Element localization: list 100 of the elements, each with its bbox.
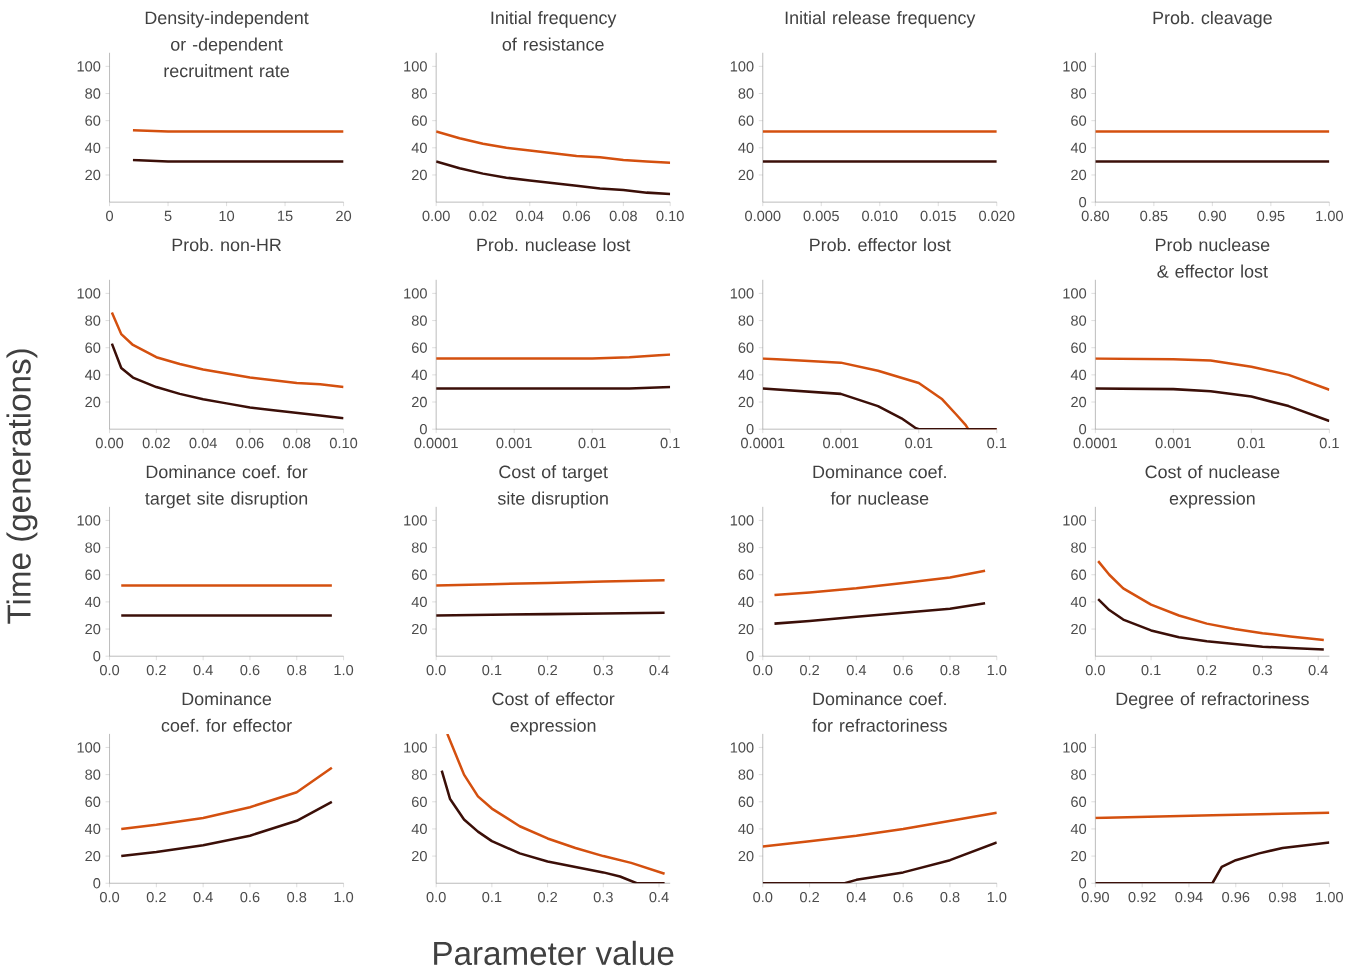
y-tick-label: 40 [84, 596, 101, 608]
y-tick-label: 60 [85, 569, 101, 580]
x-tick-label: 0.2 [538, 892, 558, 903]
y-tick-label: 100 [730, 61, 754, 72]
y-tick-label: 60 [85, 342, 101, 353]
y-tick-label: 80 [85, 542, 101, 553]
x-tick-label: 0.08 [609, 210, 637, 222]
x-tick-label: 0.01 [578, 437, 606, 449]
line-series [119, 800, 334, 858]
y-tick-label: 80 [738, 542, 754, 553]
x-tick-label: 0.98 [1268, 892, 1297, 903]
y-tick-label: 80 [738, 315, 754, 326]
x-tick-label: 0.1 [1141, 664, 1161, 676]
x-tick-label: 0.0 [753, 892, 773, 903]
line-series [436, 130, 671, 165]
x-tick-label: 0.0 [753, 664, 773, 676]
x-tick-label: 0 [106, 210, 114, 222]
x-tick-label: 0.4 [193, 892, 213, 903]
chart-title: Dominance coef. for effector [161, 692, 292, 732]
y-tick-label: 60 [411, 796, 427, 808]
x-tick-label: 0.8 [940, 892, 960, 903]
chart-title: Prob. effector lost [810, 238, 951, 252]
x-tick-label: 0.020 [979, 210, 1015, 222]
chart-title: Degree of refractoriness [1116, 692, 1309, 709]
x-tick-label: 0.2 [146, 892, 166, 903]
y-tick-label: 100 [77, 61, 101, 72]
y-tick-label: 20 [411, 851, 427, 862]
line-series [1096, 559, 1326, 642]
y-tick-label: 20 [1071, 623, 1087, 635]
x-tick-label: 0.08 [283, 437, 311, 449]
x-tick-label: 0.06 [562, 210, 591, 222]
line-series [773, 569, 987, 597]
x-tick-label: 0.3 [593, 664, 613, 676]
y-tick-label: 100 [1063, 515, 1087, 526]
y-tick-label: 40 [411, 369, 427, 381]
y-tick-label: 0 [746, 651, 754, 662]
line-series [110, 311, 344, 389]
x-tick-label: 0.06 [236, 437, 264, 449]
y-tick-label: 80 [1071, 769, 1087, 780]
y-tick-label: 60 [738, 342, 754, 353]
y-tick-label: 40 [738, 369, 754, 381]
x-tick-label: 0.001 [823, 437, 859, 449]
x-tick-label: 0.94 [1175, 892, 1203, 903]
y-tick-label: 100 [77, 288, 101, 299]
x-tick-label: 0.1 [660, 437, 680, 449]
x-tick-label: 20 [336, 210, 352, 222]
x-tick-label: 0.001 [1155, 437, 1191, 449]
x-tick-label: 0.8 [287, 664, 307, 676]
y-tick-label: 100 [1063, 288, 1087, 299]
y-tick-label: 40 [1070, 142, 1087, 154]
y-tick-label: 60 [1071, 796, 1087, 808]
y-tick-label: 100 [404, 61, 427, 72]
x-tick-label: 0.01 [905, 437, 933, 449]
y-tick-label: 60 [1071, 569, 1087, 580]
x-tick-label: 0.95 [1257, 210, 1285, 222]
x-tick-label: 0.0 [99, 892, 120, 903]
x-tick-label: 0.6 [893, 892, 913, 903]
y-tick-label: 40 [411, 823, 427, 835]
y-tick-label: 100 [730, 288, 754, 299]
x-tick-label: 0.4 [649, 892, 669, 903]
y-tick-label: 100 [730, 742, 754, 753]
x-tick-label: 0.3 [593, 892, 613, 903]
y-tick-label: 20 [1071, 169, 1087, 181]
chart-title: Dominance coef. for refractoriness [812, 692, 947, 732]
y-tick-label: 80 [1071, 542, 1087, 553]
y-tick-label: 60 [738, 115, 754, 126]
y-tick-label: 80 [85, 315, 101, 326]
x-tick-label: 0.2 [799, 664, 819, 676]
y-tick-label: 80 [411, 542, 427, 553]
x-tick-label: 0.0 [426, 892, 446, 903]
y-tick-label: 40 [1070, 823, 1087, 835]
y-tick-label: 20 [738, 623, 754, 635]
chart-title: Prob. nuclease lost [477, 238, 631, 252]
chart-title: Dominance coef. for nuclease [813, 465, 946, 505]
x-tick-label: 15 [278, 210, 293, 222]
y-tick-label: 80 [411, 88, 427, 99]
y-tick-label: 40 [738, 596, 754, 608]
x-tick-label: 0.2 [1197, 664, 1217, 676]
y-tick-label: 60 [411, 115, 427, 126]
x-tick-label: 0.0 [1085, 664, 1105, 676]
y-tick-label: 100 [77, 742, 101, 753]
x-tick-label: 10 [219, 210, 235, 222]
x-tick-label: 1.0 [334, 664, 354, 676]
y-tick-label: 100 [1063, 742, 1087, 753]
y-tick-label: 40 [84, 823, 101, 835]
y-tick-label: 20 [85, 623, 101, 635]
chart-title: Initial release frequency [785, 11, 976, 28]
y-tick-label: 100 [77, 515, 101, 526]
x-tick-label: 0.2 [146, 664, 166, 676]
x-tick-label: 0.0 [99, 664, 120, 676]
x-tick-label: 0.001 [496, 437, 532, 449]
y-tick-label: 40 [1070, 596, 1087, 608]
x-tick-label: 1.0 [987, 892, 1007, 903]
y-tick-label: 80 [85, 769, 101, 780]
x-tick-label: 0.005 [803, 210, 839, 222]
x-tick-label: 0.1 [987, 437, 1007, 449]
x-tick-label: 0.01 [1237, 437, 1265, 449]
y-tick-label: 60 [738, 796, 754, 808]
y-tick-label: 20 [411, 623, 427, 635]
y-tick-label: 0 [419, 424, 427, 435]
